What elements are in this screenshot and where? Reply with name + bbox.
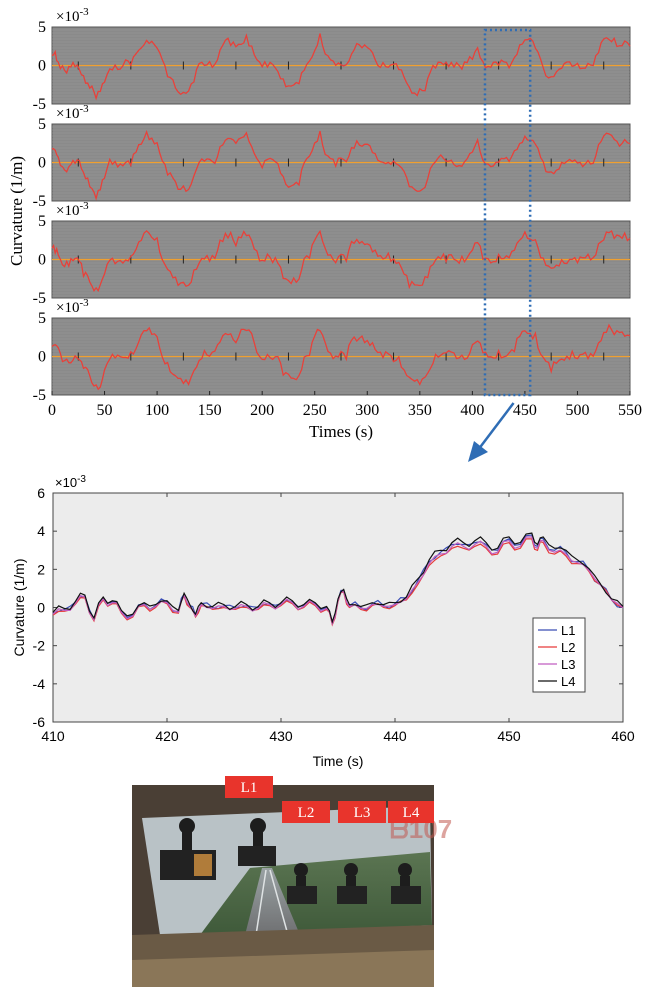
legend-label: L2 (561, 640, 575, 655)
photo-label: L4 (403, 805, 420, 821)
x-tick-label: 150 (198, 402, 222, 419)
y-tick-label: 2 (37, 561, 45, 577)
x-tick-label: 440 (383, 728, 407, 744)
zoom-arrow-head (468, 441, 488, 462)
y-tick-label: 0 (37, 600, 45, 616)
exponent-label: ×10-3 (56, 200, 89, 219)
x-tick-label: 420 (155, 728, 179, 744)
camera-L1 (160, 818, 216, 880)
legend-label: L3 (561, 657, 575, 672)
photo-label: L3 (354, 805, 371, 821)
y-tick-label: 4 (37, 523, 45, 539)
panel-3: 5 0 -5 ×10-3 (33, 200, 631, 307)
panel-2: 5 0 -5 ×10-3 (33, 103, 631, 210)
x-tick-label: 450 (497, 728, 521, 744)
top-chart: 50-5×10-350-5×10-350-5×10-350-5×10-30 50 1… (7, 6, 642, 462)
y-tick-label: -5 (33, 96, 46, 113)
x-axis-label: Times (s) (309, 422, 373, 441)
panel-4: 5 0 -5 ×10-3 (33, 297, 631, 404)
camera-L2-mount (238, 818, 276, 866)
x-tick-label: 250 (303, 402, 327, 419)
curvature-series (51, 33, 631, 101)
camera-L4 (391, 863, 421, 904)
camera-L3 (337, 863, 367, 904)
y-tick-label: -5 (33, 193, 46, 210)
x-tick-label: 460 (611, 728, 635, 744)
y-axis-label: Curvature (1/m) (11, 558, 27, 656)
y-tick-label: 0 (38, 349, 46, 366)
exponent-label: ×10-3 (55, 474, 86, 490)
y-tick-label: -2 (33, 638, 46, 654)
x-tick-label: 550 (618, 402, 642, 419)
photo-label: L2 (298, 805, 315, 821)
y-tick-label: -4 (33, 676, 46, 692)
legend-label: L1 (561, 623, 575, 638)
x-tick-label: 200 (250, 402, 274, 419)
camera-L2 (287, 863, 317, 904)
photo-label: L1 (241, 780, 258, 796)
x-tick-label: 350 (408, 402, 432, 419)
y-tick-label: 5 (38, 116, 46, 133)
exponent-label: ×10-3 (56, 103, 89, 122)
y-tick-label: 0 (38, 252, 46, 269)
y-tick-label: 0 (38, 58, 46, 75)
x-tick-label: 100 (145, 402, 169, 419)
x-tick-label: 400 (460, 402, 484, 419)
y-tick-label: 0 (38, 155, 46, 172)
exponent-label: ×10-3 (56, 297, 89, 316)
zoom-arrow (477, 402, 515, 451)
x-axis-label: Time (s) (313, 753, 364, 769)
series-L4 (52, 532, 624, 624)
y-tick-label: -5 (33, 290, 46, 307)
y-tick-label: 6 (37, 485, 45, 501)
x-tick-label: 450 (513, 402, 537, 419)
x-tick-label: 430 (269, 728, 293, 744)
x-tick-label: 410 (41, 728, 65, 744)
photo-label-bg (225, 776, 273, 798)
legend: L1 L2 L3 L4 (532, 617, 586, 693)
photo-label-bg (338, 801, 386, 823)
x-tick-label: 500 (565, 402, 589, 419)
x-tick-label: 50 (97, 402, 113, 419)
y-tick-label: 5 (38, 310, 46, 327)
photo-label-bg (282, 801, 330, 823)
y-tick-label: 5 (38, 213, 46, 230)
x-tick-label: 0 (48, 402, 56, 419)
photo-label-bg (388, 801, 434, 823)
panel-1: 5 0 -5 ×10-3 (33, 6, 631, 113)
y-tick-label: -5 (33, 387, 46, 404)
curvature-series (51, 229, 631, 293)
y-tick-label: 5 (38, 19, 46, 36)
legend-label: L4 (561, 674, 575, 689)
y-axis-label: Curvature (1/m) (7, 156, 26, 266)
y-tick-label: -6 (33, 714, 46, 730)
exponent-label: ×10-3 (56, 6, 89, 25)
x-tick-label: 300 (355, 402, 379, 419)
